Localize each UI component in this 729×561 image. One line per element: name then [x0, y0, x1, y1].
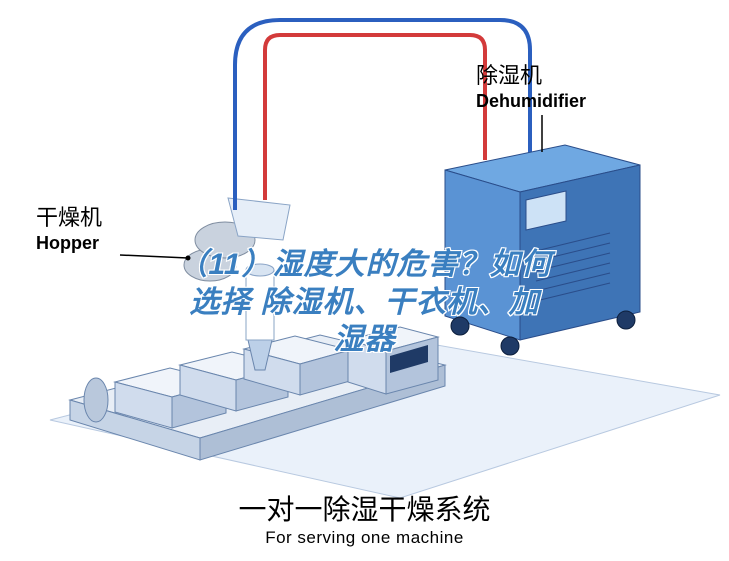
bottom-title-en: For serving one machine — [0, 528, 729, 548]
extruder-endcap — [84, 378, 108, 422]
label-dehumidifier-cn: 除湿机 — [476, 62, 586, 90]
label-hopper-cn: 干燥机 — [36, 204, 102, 232]
overlay-line2: 选择 除湿机、干衣机、加 — [0, 284, 729, 322]
label-dehumidifier: 除湿机 Dehumidifier — [476, 62, 586, 112]
bottom-title: 一对一除湿干燥系统 For serving one machine — [0, 488, 729, 548]
overlay-line3: 湿器 — [0, 321, 729, 359]
label-dehumidifier-en: Dehumidifier — [476, 90, 586, 113]
overlay-title: （11）湿度大的危害？如何 选择 除湿机、干衣机、加 湿器 — [0, 246, 729, 359]
hopper-funnel — [228, 198, 290, 240]
diagram-canvas: 除湿机 Dehumidifier 干燥机 Hopper （11）湿度大的危害？如… — [0, 0, 729, 561]
bottom-title-cn: 一对一除湿干燥系统 — [0, 488, 729, 528]
overlay-line1: （11）湿度大的危害？如何 — [0, 246, 729, 284]
